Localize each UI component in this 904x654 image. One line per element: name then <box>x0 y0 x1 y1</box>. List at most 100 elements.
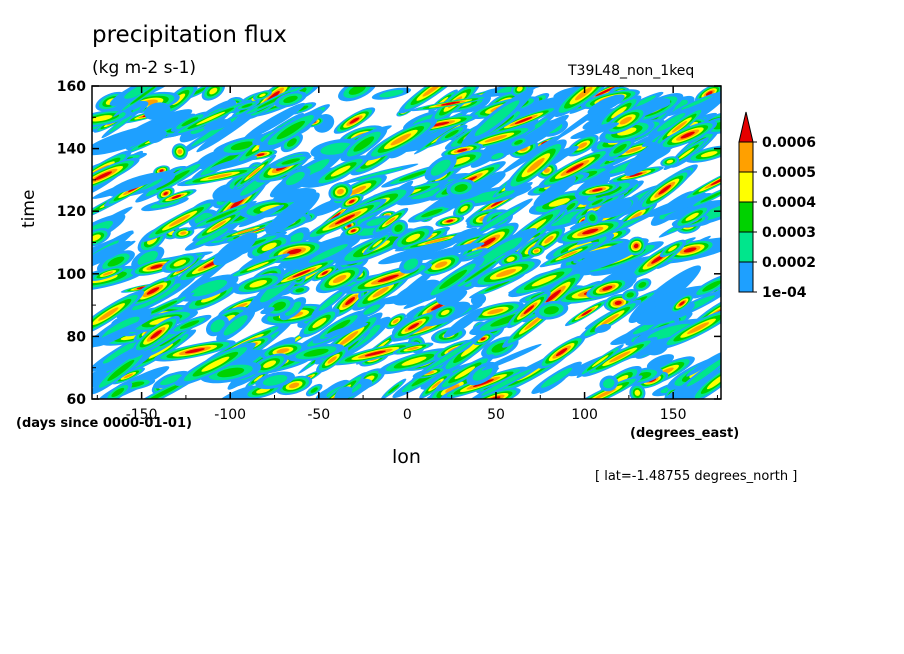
contour-cell <box>340 126 388 162</box>
contour-cell <box>531 361 582 394</box>
contour-level <box>285 171 305 186</box>
contour-level <box>92 240 132 268</box>
contour-cell <box>296 238 361 269</box>
contour-cell <box>686 351 721 377</box>
contour-cell <box>167 314 212 335</box>
contour-cell <box>287 343 345 362</box>
contour-level <box>223 315 248 336</box>
colorbar-swatch <box>738 231 754 263</box>
contour-level <box>210 319 225 333</box>
contour-level <box>265 192 320 235</box>
contour-level <box>144 102 171 121</box>
contour-level <box>619 116 632 125</box>
contour-level <box>399 170 428 181</box>
contour-level <box>594 323 612 333</box>
contour-level <box>474 237 523 268</box>
contour-cell <box>471 258 541 288</box>
contour-cell <box>596 198 632 218</box>
contour-level <box>516 86 523 92</box>
contour-level <box>283 95 298 103</box>
contour-cell <box>132 315 180 354</box>
contour-cell <box>690 273 721 299</box>
contour-level <box>98 307 119 321</box>
contour-cell <box>527 245 545 257</box>
contour-level <box>608 351 631 363</box>
contour-level <box>107 256 125 267</box>
contour-level <box>261 242 277 251</box>
contour-level <box>408 322 420 330</box>
contour-level <box>292 269 311 278</box>
contour-level <box>543 168 550 173</box>
contour-cell <box>359 215 395 229</box>
colorbar-swatch <box>738 171 754 203</box>
contour-cell <box>584 210 600 226</box>
contour-level <box>273 187 317 203</box>
x-tick-label: 100 <box>571 407 598 423</box>
contour-cell <box>670 293 694 313</box>
contour-cell <box>508 264 581 298</box>
contour-level <box>496 268 517 278</box>
contour-level <box>634 389 641 396</box>
contour-level <box>260 307 275 315</box>
contour-cell <box>92 157 140 194</box>
contour-cell <box>553 94 620 141</box>
contour-cell <box>582 336 658 377</box>
contour-level <box>111 387 125 398</box>
contour-cell <box>487 150 508 162</box>
contour-cell <box>440 366 527 399</box>
contour-cell <box>644 193 713 218</box>
contour-level <box>148 343 174 359</box>
contour-level <box>401 356 427 366</box>
contour-cell <box>251 353 289 375</box>
contour-cell <box>358 301 386 318</box>
contour-cell <box>265 192 320 235</box>
contour-level <box>531 275 557 287</box>
contour-cell <box>399 254 423 274</box>
contour-cell <box>175 342 256 386</box>
contour-cell <box>449 227 478 244</box>
contour-level <box>577 142 588 149</box>
contour-cell <box>215 221 277 241</box>
contour-level <box>332 274 347 284</box>
contour-level <box>638 281 647 288</box>
contour-cell <box>247 234 292 259</box>
contour-level <box>123 373 134 379</box>
contour-level <box>366 217 388 226</box>
contour-cell <box>109 86 185 107</box>
contour-level <box>318 291 343 311</box>
contour-cell <box>312 155 369 187</box>
contour-level <box>454 366 476 380</box>
y-axis-units: (days since 0000-01-01) <box>16 416 192 431</box>
contour-level <box>241 103 253 108</box>
contour-level <box>181 117 199 127</box>
contour-level <box>173 259 187 267</box>
y-tick-label: 160 <box>57 79 86 95</box>
contour-cell <box>92 228 111 248</box>
contour-cell <box>363 232 392 255</box>
contour-level <box>632 95 656 108</box>
contour-level <box>445 384 460 393</box>
contour-level <box>581 309 592 317</box>
x-axis-ticks: -150 -100 -50 0 50 100 150 <box>96 86 718 423</box>
contour-cell <box>316 347 349 373</box>
contour-cell <box>177 166 263 187</box>
contour-level <box>686 351 721 377</box>
contour-level <box>702 280 721 292</box>
contour-cell <box>144 102 171 121</box>
contour-cell <box>481 343 542 371</box>
y-tick-label: 140 <box>57 142 86 158</box>
contour-cell <box>621 289 639 301</box>
contour-level <box>150 329 162 339</box>
contour-level <box>385 217 396 225</box>
contour-cell <box>196 106 263 153</box>
contour-cell <box>239 198 302 219</box>
contour-level <box>195 228 229 246</box>
contour-cell <box>658 120 718 150</box>
contour-cell <box>343 225 364 237</box>
contour-cell <box>111 367 145 385</box>
contour-level <box>611 106 627 119</box>
contour-level <box>405 305 426 318</box>
contour-level <box>355 167 404 181</box>
contour-cell <box>608 166 664 184</box>
